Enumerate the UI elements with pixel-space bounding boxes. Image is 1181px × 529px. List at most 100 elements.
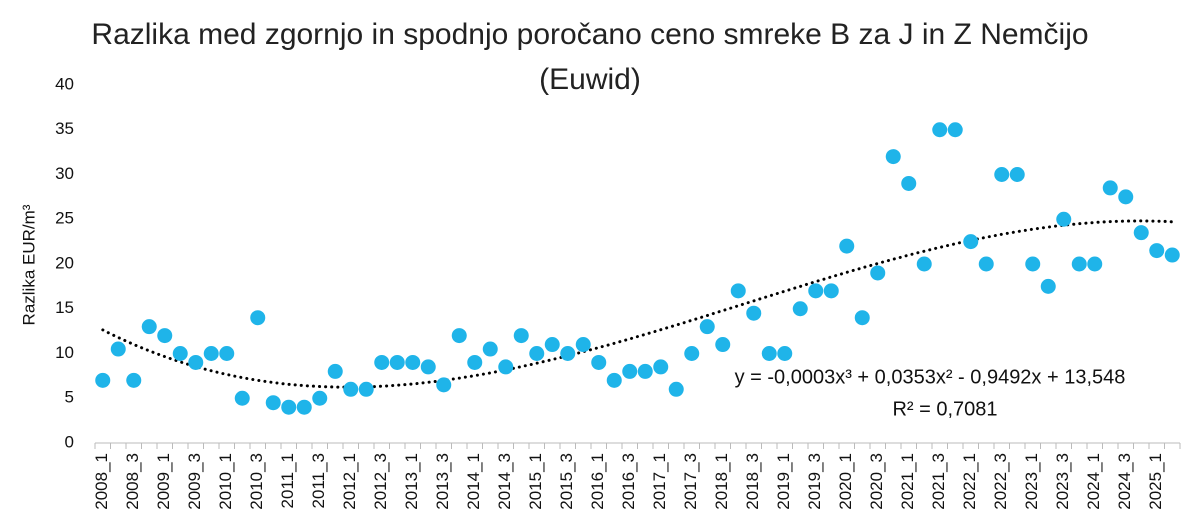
x-tick-label: 2018_1 [712,453,731,510]
point [513,328,529,344]
point [529,346,545,361]
point [792,301,808,317]
point [978,256,994,272]
point [684,346,700,361]
point [250,310,266,326]
y-tick-label: 35 [55,119,74,138]
y-tick-label: 20 [55,253,74,272]
point [560,346,576,361]
point [451,328,467,344]
point [916,256,932,272]
x-tick-label: 2025_1 [1146,453,1165,510]
point [839,238,855,254]
x-tick-label: 2016_1 [588,453,607,510]
point [932,122,948,138]
point [157,328,173,344]
point [699,319,715,335]
point [405,354,421,370]
x-tick-label: 2016_3 [619,453,638,510]
point [730,283,746,299]
chart-title: Razlika med zgornjo in spodnjo poročano … [91,18,1089,96]
y-tick-label: 30 [55,164,74,183]
x-tick-label: 2024_3 [1115,453,1134,510]
point [591,354,607,370]
y-tick-label: 0 [65,432,74,451]
x-tick-label: 2013_1 [402,453,421,510]
point [467,354,483,370]
point [1149,243,1165,259]
point [761,346,777,361]
point [482,341,498,357]
x-tick-label: 2024_1 [1084,453,1103,510]
point [498,359,514,375]
equation: y = -0,0003x³ + 0,0353x² - 0,9492x + 13,… [735,366,1126,388]
x-tick-label: 2011_3 [309,453,328,508]
x-tick-label: 2013_3 [433,453,452,510]
point [1025,256,1041,272]
point [374,354,390,370]
x-tick-label: 2010_1 [216,453,235,510]
x-tick-label: 2012_3 [371,453,390,510]
point [947,122,963,138]
point [219,346,235,361]
point [746,305,762,321]
x-tick-label: 2019_1 [774,453,793,510]
point [1102,180,1118,196]
point [126,372,142,388]
x-tick-label: 2020_3 [867,453,886,510]
x-tick-label: 2015_3 [557,453,576,510]
point [172,346,188,361]
x-tick-label: 2008_3 [123,453,142,510]
x-tick-label: 2021_3 [929,453,948,510]
point [622,363,638,379]
x-tick-label: 2009_3 [185,453,204,510]
x-tick-label: 2018_3 [743,453,762,510]
point [281,399,297,415]
y-tick-label: 15 [55,298,74,317]
point [994,167,1010,182]
point [637,363,653,379]
trendline [101,219,1174,389]
x-tick-label: 2011_1 [278,453,297,508]
point [854,310,870,326]
x-tick-label: 2022_3 [991,453,1010,510]
x-tick-label: 2023_3 [1053,453,1072,510]
point [265,395,281,411]
r-squared: R² = 0,7081 [892,398,997,420]
point [420,359,436,375]
point [234,390,250,406]
point [575,337,591,353]
y-tick-label: 5 [65,388,74,407]
point [1133,225,1149,241]
x-tick-label: 2014_1 [464,453,483,510]
x-tick-label: 2017_1 [650,453,669,510]
point [343,381,359,397]
x-tick-label: 2009_1 [154,453,173,510]
x-tick-label: 2010_3 [247,453,266,510]
point [1164,247,1180,263]
y-tick-label: 10 [55,343,74,362]
x-tick-label: 2008_1 [92,453,111,510]
y-axis-label: Razlika EUR/m³ [19,204,38,325]
point [1087,256,1103,272]
x-tick-label: 2022_1 [960,453,979,510]
point [885,149,901,165]
x-tick-label: 2012_1 [340,453,359,510]
point [436,377,452,393]
point [777,346,793,361]
point [95,372,111,388]
point [653,359,669,375]
point [1040,278,1056,294]
point [312,390,328,406]
y-tick-label: 40 [55,74,74,93]
x-tick-label: 2015_1 [526,453,545,510]
point [870,265,886,281]
point [358,381,374,397]
x-tick-label: 2021_1 [898,453,917,510]
point [668,381,684,397]
point [1009,167,1025,182]
point [1118,189,1134,205]
point [389,354,405,370]
